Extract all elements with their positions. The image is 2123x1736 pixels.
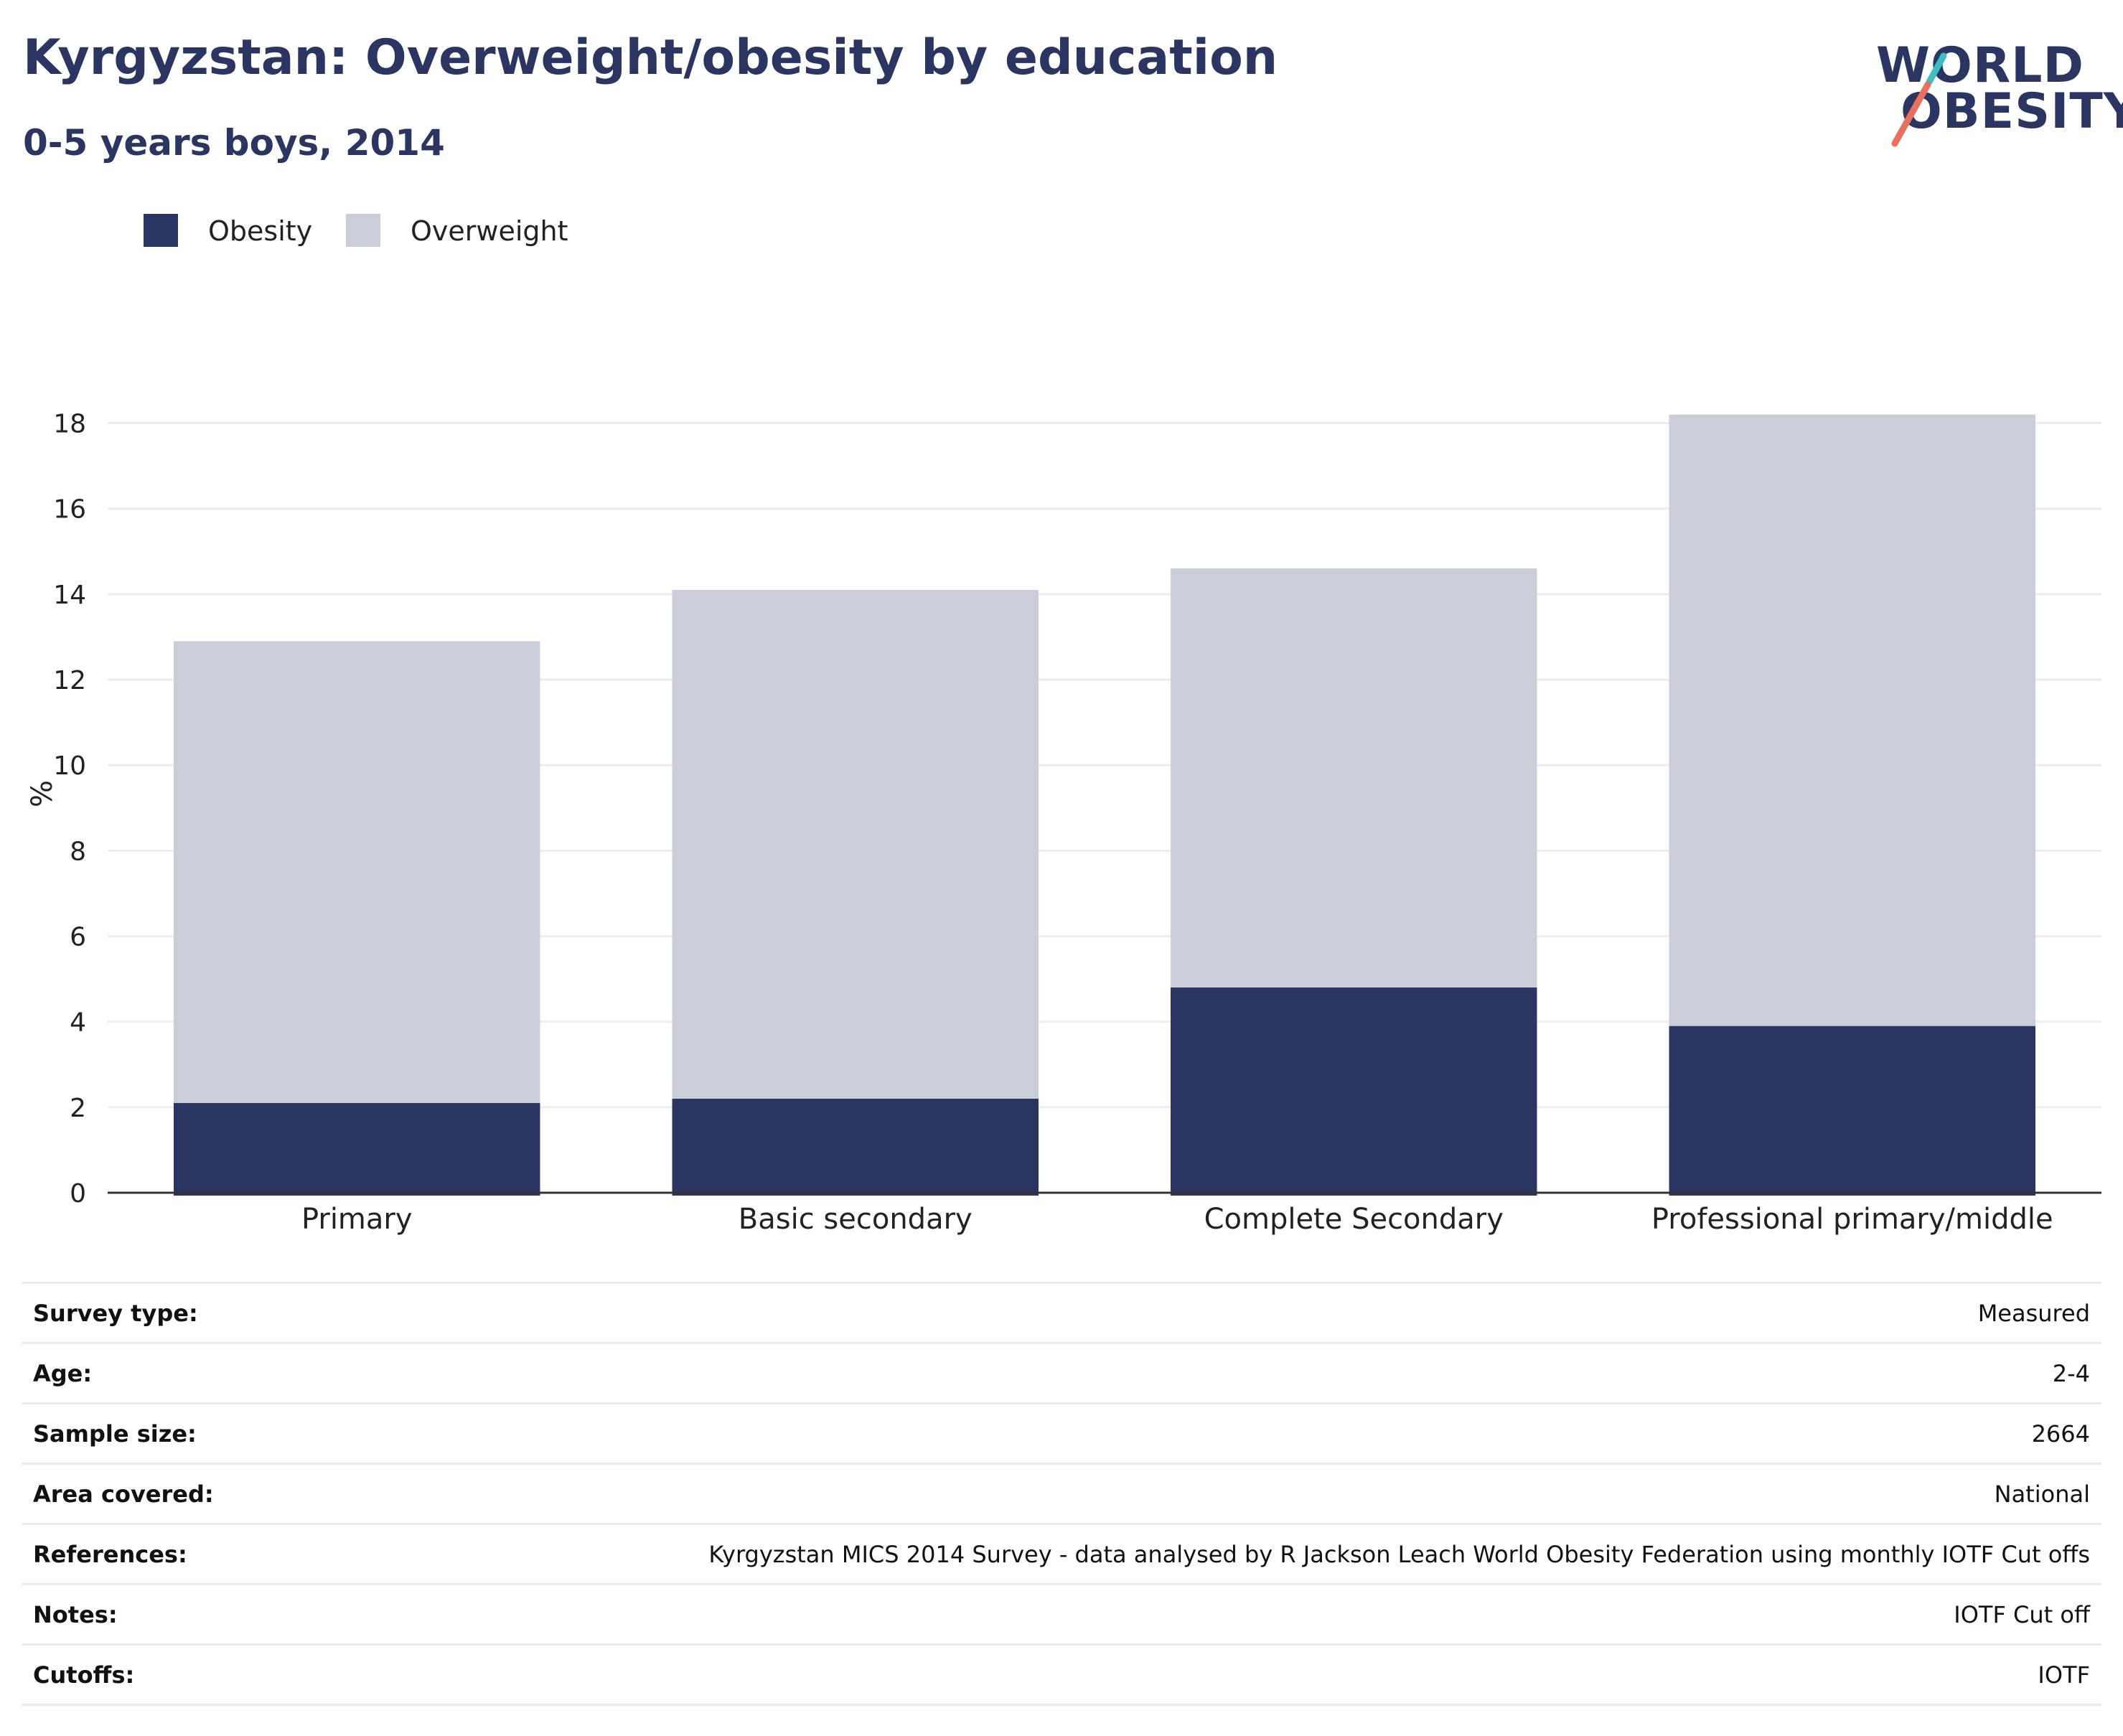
info-row: Sample size: 2664 [22, 1402, 2101, 1464]
y-tick-label-4: 4 [70, 1008, 86, 1038]
y-tick-label-2: 2 [70, 1094, 86, 1123]
world-obesity-logo: WORLD OBESITY [1866, 22, 2123, 151]
logo-word-world: WORLD [1876, 37, 2084, 94]
info-row: Notes: IOTF Cut off [22, 1583, 2101, 1645]
info-row: Cutoffs: IOTF [22, 1643, 2101, 1706]
survey-info-table: Survey type: Measured Age: 2-4 Sample size: 2… [22, 1282, 2101, 1706]
info-key: Notes: [22, 1583, 285, 1645]
info-row: Area covered: National [22, 1463, 2101, 1524]
info-row: References: Kyrgyzstan MICS 2014 Survey -… [22, 1523, 2101, 1585]
y-tick-label-16: 16 [53, 495, 86, 525]
chart-subtitle: 0-5 years boys, 2014 [23, 122, 445, 164]
legend-swatch-obesity [144, 214, 178, 247]
info-row: Survey type: Measured [22, 1282, 2101, 1343]
info-key: References: [22, 1523, 285, 1585]
info-value: Measured [284, 1282, 2101, 1343]
y-tick-label-6: 6 [70, 923, 86, 952]
info-value: National [284, 1463, 2101, 1524]
info-key: Area covered: [22, 1463, 285, 1524]
bar-overweight-4: Professional primary/middle — Overweight… [1669, 414, 2035, 1026]
legend-label-obesity: Obesity [208, 215, 313, 247]
y-tick-label-10: 10 [53, 751, 86, 781]
bar-overweight-3: Complete Secondary — Overweight: 9.8 [1171, 568, 1537, 988]
logo-stripe-icon [1891, 52, 1947, 147]
info-row: Age: 2-4 [22, 1342, 2101, 1404]
bar-obesity-4: Professional primary/middle — Obesity: 3… [1669, 1026, 2035, 1196]
info-value: 2664 [284, 1402, 2101, 1464]
legend-swatch-overweight [346, 214, 380, 247]
bar-obesity-2: Basic secondary — Obesity: 2.2 [672, 1098, 1039, 1196]
info-key: Survey type: [22, 1282, 285, 1343]
chart-title: Kyrgyzstan: Overweight/obesity by educat… [23, 29, 1278, 86]
info-value: Kyrgyzstan MICS 2014 Survey - data analy… [284, 1523, 2101, 1585]
y-tick-label-8: 8 [70, 837, 86, 866]
info-key: Age: [22, 1342, 285, 1404]
bar-overweight-1: Primary — Overweight: 10.8 [174, 641, 540, 1103]
info-key: Sample size: [22, 1402, 285, 1464]
info-key: Cutoffs: [22, 1643, 285, 1706]
bar-obesity-1: Primary — Obesity: 2.1 [174, 1102, 540, 1196]
y-tick-label-0: 0 [70, 1179, 86, 1209]
legend-label-overweight: Overweight [411, 215, 568, 247]
y-axis-label: % [26, 780, 59, 807]
info-value: IOTF [284, 1643, 2101, 1706]
y-tick-label-12: 12 [53, 666, 86, 695]
y-tick-label-18: 18 [53, 410, 86, 439]
info-value: 2-4 [284, 1342, 2101, 1404]
x-tick-label-1: Primary [301, 1203, 413, 1236]
x-tick-label-3: Complete Secondary [1204, 1203, 1504, 1236]
bar-overweight-2: Basic secondary — Overweight: 11.9 [672, 589, 1039, 1099]
info-value: IOTF Cut off [284, 1583, 2101, 1645]
x-tick-label-2: Basic secondary [739, 1203, 973, 1236]
y-tick-label-14: 14 [53, 581, 86, 610]
bar-obesity-3: Complete Secondary — Obesity: 4.8 [1171, 987, 1537, 1196]
logo-word-obesity: OBESITY [1901, 83, 2123, 140]
x-tick-label-4: Professional primary/middle [1651, 1203, 2053, 1236]
